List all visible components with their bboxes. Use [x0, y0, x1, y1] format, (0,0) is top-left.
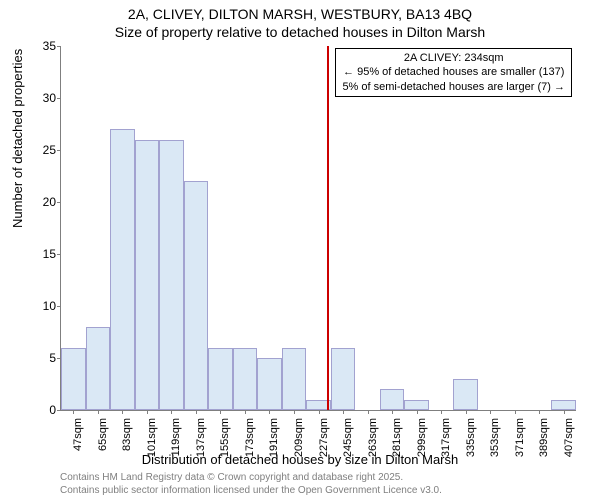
histogram-bar: [184, 181, 209, 410]
xtick-label: 335sqm: [465, 418, 477, 458]
annotation-line1: 2A CLIVEY: 234sqm: [342, 51, 565, 65]
histogram-bar: [257, 358, 282, 410]
xtick-mark: [417, 410, 418, 414]
xtick-mark: [171, 410, 172, 414]
xtick-mark: [539, 410, 540, 414]
xtick-mark: [368, 410, 369, 414]
histogram-bar: [453, 379, 478, 410]
xtick-label: 191sqm: [268, 418, 280, 458]
xtick-label: 83sqm: [121, 418, 133, 458]
chart-container: 2A, CLIVEY, DILTON MARSH, WESTBURY, BA13…: [0, 0, 600, 500]
xtick-mark: [319, 410, 320, 414]
xtick-label: 317sqm: [440, 418, 452, 458]
xtick-mark: [441, 410, 442, 414]
xtick-label: 137sqm: [195, 418, 207, 458]
xtick-label: 65sqm: [97, 418, 109, 458]
xtick-label: 299sqm: [416, 418, 428, 458]
histogram-bar: [159, 140, 184, 410]
ytick-label: 25: [43, 143, 56, 157]
xtick-mark: [147, 410, 148, 414]
xtick-label: 353sqm: [489, 418, 501, 458]
histogram-bar: [86, 327, 111, 410]
histogram-bar: [551, 400, 576, 410]
xtick-label: 263sqm: [367, 418, 379, 458]
ytick-mark: [57, 202, 61, 203]
annotation-box: 2A CLIVEY: 234sqm ← 95% of detached hous…: [335, 48, 572, 97]
ytick-mark: [57, 46, 61, 47]
annotation-line3: 5% of semi-detached houses are larger (7…: [342, 80, 565, 94]
xtick-mark: [294, 410, 295, 414]
chart-title-line2: Size of property relative to detached ho…: [0, 24, 600, 40]
xtick-mark: [220, 410, 221, 414]
xtick-label: 245sqm: [342, 418, 354, 458]
ytick-label: 5: [49, 351, 56, 365]
xtick-mark: [564, 410, 565, 414]
histogram-bar: [233, 348, 258, 410]
xtick-label: 119sqm: [170, 418, 182, 458]
attribution: Contains HM Land Registry data © Crown c…: [60, 471, 442, 497]
xtick-mark: [73, 410, 74, 414]
ytick-mark: [57, 306, 61, 307]
ytick-mark: [57, 254, 61, 255]
xtick-mark: [490, 410, 491, 414]
xtick-label: 407sqm: [563, 418, 575, 458]
ytick-label: 10: [43, 299, 56, 313]
attribution-line2: Contains public sector information licen…: [60, 484, 442, 497]
histogram-bar: [208, 348, 233, 410]
ytick-label: 20: [43, 195, 56, 209]
xtick-mark: [515, 410, 516, 414]
chart-title-line1: 2A, CLIVEY, DILTON MARSH, WESTBURY, BA13…: [0, 6, 600, 22]
histogram-bar: [282, 348, 307, 410]
xtick-mark: [245, 410, 246, 414]
histogram-bar: [61, 348, 86, 410]
histogram-bar: [331, 348, 356, 410]
ytick-mark: [57, 410, 61, 411]
ytick-label: 15: [43, 247, 56, 261]
xtick-label: 227sqm: [318, 418, 330, 458]
ytick-mark: [57, 150, 61, 151]
histogram-bar: [135, 140, 160, 410]
xtick-mark: [466, 410, 467, 414]
xtick-mark: [269, 410, 270, 414]
ytick-label: 30: [43, 91, 56, 105]
histogram-bar: [110, 129, 135, 410]
annotation-line2: ← 95% of detached houses are smaller (13…: [342, 65, 565, 79]
ytick-mark: [57, 98, 61, 99]
xtick-label: 371sqm: [514, 418, 526, 458]
xtick-mark: [343, 410, 344, 414]
xtick-mark: [122, 410, 123, 414]
xtick-label: 389sqm: [538, 418, 550, 458]
ytick-label: 35: [43, 39, 56, 53]
plot-area: 2A CLIVEY: 234sqm ← 95% of detached hous…: [60, 46, 576, 411]
ytick-label: 0: [49, 403, 56, 417]
xtick-label: 101sqm: [146, 418, 158, 458]
histogram-bar: [404, 400, 429, 410]
xtick-label: 281sqm: [391, 418, 403, 458]
xtick-label: 209sqm: [293, 418, 305, 458]
histogram-bar: [380, 389, 405, 410]
xtick-mark: [98, 410, 99, 414]
attribution-line1: Contains HM Land Registry data © Crown c…: [60, 471, 442, 484]
xtick-label: 155sqm: [219, 418, 231, 458]
reference-line: [327, 46, 329, 410]
xtick-label: 47sqm: [72, 418, 84, 458]
xtick-mark: [392, 410, 393, 414]
y-axis-label: Number of detached properties: [10, 49, 25, 228]
xtick-label: 173sqm: [244, 418, 256, 458]
xtick-mark: [196, 410, 197, 414]
